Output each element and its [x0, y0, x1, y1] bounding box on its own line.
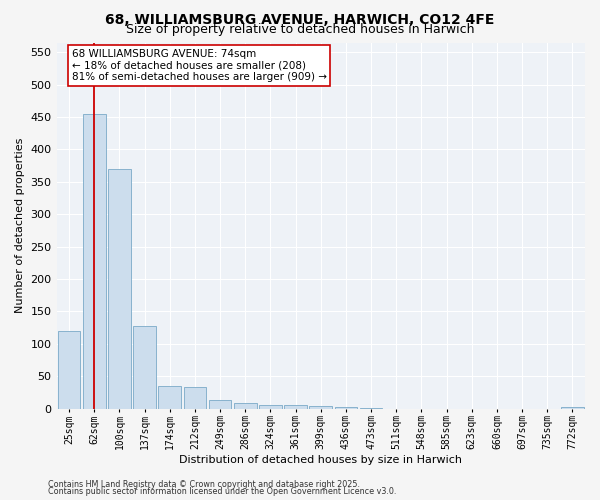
Y-axis label: Number of detached properties: Number of detached properties [15, 138, 25, 314]
Bar [209, 400, 232, 408]
Text: Contains HM Land Registry data © Crown copyright and database right 2025.: Contains HM Land Registry data © Crown c… [48, 480, 360, 489]
Bar [83, 114, 106, 408]
Text: 68, WILLIAMSBURG AVENUE, HARWICH, CO12 4FE: 68, WILLIAMSBURG AVENUE, HARWICH, CO12 4… [106, 12, 494, 26]
Text: Size of property relative to detached houses in Harwich: Size of property relative to detached ho… [126, 22, 474, 36]
X-axis label: Distribution of detached houses by size in Harwich: Distribution of detached houses by size … [179, 455, 462, 465]
Bar [259, 405, 282, 408]
Bar [184, 388, 206, 408]
Bar [310, 406, 332, 408]
Text: Contains public sector information licensed under the Open Government Licence v3: Contains public sector information licen… [48, 487, 397, 496]
Bar [58, 331, 80, 408]
Bar [108, 169, 131, 408]
Bar [284, 406, 307, 408]
Bar [234, 404, 257, 408]
Bar [133, 326, 156, 408]
Bar [158, 386, 181, 408]
Text: 68 WILLIAMSBURG AVENUE: 74sqm
← 18% of detached houses are smaller (208)
81% of : 68 WILLIAMSBURG AVENUE: 74sqm ← 18% of d… [71, 49, 326, 82]
